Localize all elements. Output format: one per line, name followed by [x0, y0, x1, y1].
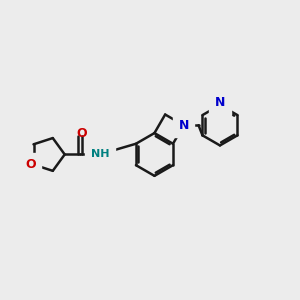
Text: O: O [76, 128, 87, 140]
Text: NH: NH [91, 149, 109, 160]
Text: O: O [25, 158, 36, 171]
Text: N: N [178, 119, 189, 132]
Text: N: N [215, 96, 225, 109]
